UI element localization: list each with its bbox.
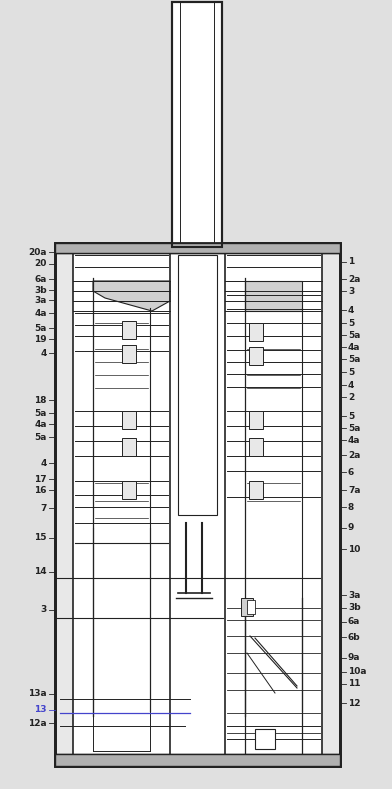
Bar: [55, 754, 340, 766]
Text: 6: 6: [348, 468, 354, 477]
Text: 10: 10: [348, 544, 360, 554]
Text: 20a: 20a: [29, 248, 47, 256]
Text: 12a: 12a: [28, 719, 47, 727]
Text: 13a: 13a: [28, 690, 47, 698]
Text: 4: 4: [41, 349, 47, 357]
Bar: [249, 481, 263, 499]
Text: 13: 13: [34, 705, 47, 715]
Text: 19: 19: [34, 335, 47, 343]
Text: 11: 11: [348, 679, 361, 689]
Bar: [55, 243, 340, 766]
Bar: [247, 600, 255, 614]
Polygon shape: [93, 281, 170, 311]
Text: 6a: 6a: [348, 618, 360, 626]
Text: 20: 20: [34, 260, 47, 268]
Text: 3: 3: [348, 286, 354, 296]
Text: 14: 14: [34, 567, 47, 577]
Text: 2a: 2a: [348, 275, 360, 283]
Bar: [122, 481, 136, 499]
Text: 7: 7: [41, 503, 47, 513]
Bar: [55, 754, 340, 766]
Bar: [172, 2, 222, 247]
Text: 18: 18: [34, 395, 47, 405]
Bar: [55, 243, 340, 766]
Text: 5a: 5a: [34, 409, 47, 417]
Text: 5: 5: [348, 368, 354, 376]
Bar: [241, 598, 253, 616]
Text: 3b: 3b: [34, 286, 47, 294]
Text: 3a: 3a: [34, 296, 47, 305]
Text: 5a: 5a: [34, 432, 47, 442]
Bar: [249, 323, 263, 341]
Text: 2: 2: [348, 392, 354, 402]
Bar: [178, 255, 217, 515]
Bar: [249, 411, 263, 429]
Text: 3b: 3b: [348, 604, 361, 612]
Text: 5a: 5a: [34, 323, 47, 332]
Bar: [55, 243, 340, 253]
Text: 16: 16: [34, 485, 47, 495]
Text: 4a: 4a: [348, 436, 361, 444]
Text: 4a: 4a: [34, 308, 47, 317]
Text: 5a: 5a: [348, 424, 360, 432]
Text: 4: 4: [41, 458, 47, 468]
Bar: [122, 345, 136, 363]
Text: 4a: 4a: [34, 420, 47, 428]
Text: 5a: 5a: [348, 331, 360, 339]
Text: 2a: 2a: [348, 451, 360, 459]
Bar: [245, 281, 302, 311]
Bar: [172, 2, 222, 247]
Text: 15: 15: [34, 533, 47, 543]
Text: 5a: 5a: [348, 354, 360, 364]
Bar: [249, 347, 263, 365]
Text: 7a: 7a: [348, 485, 361, 495]
Text: 9a: 9a: [348, 653, 361, 663]
Text: 6a: 6a: [34, 275, 47, 283]
Bar: [170, 243, 225, 766]
Text: 12: 12: [348, 698, 361, 708]
Text: 4: 4: [348, 305, 354, 315]
Text: 3a: 3a: [348, 590, 360, 600]
Text: 4a: 4a: [348, 342, 361, 352]
Bar: [255, 729, 275, 749]
Text: 5: 5: [348, 412, 354, 421]
Bar: [73, 253, 170, 754]
Text: 4: 4: [348, 380, 354, 390]
Text: 8: 8: [348, 503, 354, 511]
Bar: [249, 438, 263, 456]
Text: 17: 17: [34, 474, 47, 484]
Text: 6b: 6b: [348, 633, 361, 641]
Bar: [122, 411, 136, 429]
Text: 3: 3: [41, 605, 47, 615]
Text: 5: 5: [348, 319, 354, 327]
Text: 10a: 10a: [348, 667, 367, 676]
Bar: [55, 243, 340, 253]
Text: 9: 9: [348, 523, 354, 533]
Bar: [122, 321, 136, 339]
Bar: [122, 438, 136, 456]
Bar: [225, 253, 322, 754]
Text: 1: 1: [348, 257, 354, 267]
